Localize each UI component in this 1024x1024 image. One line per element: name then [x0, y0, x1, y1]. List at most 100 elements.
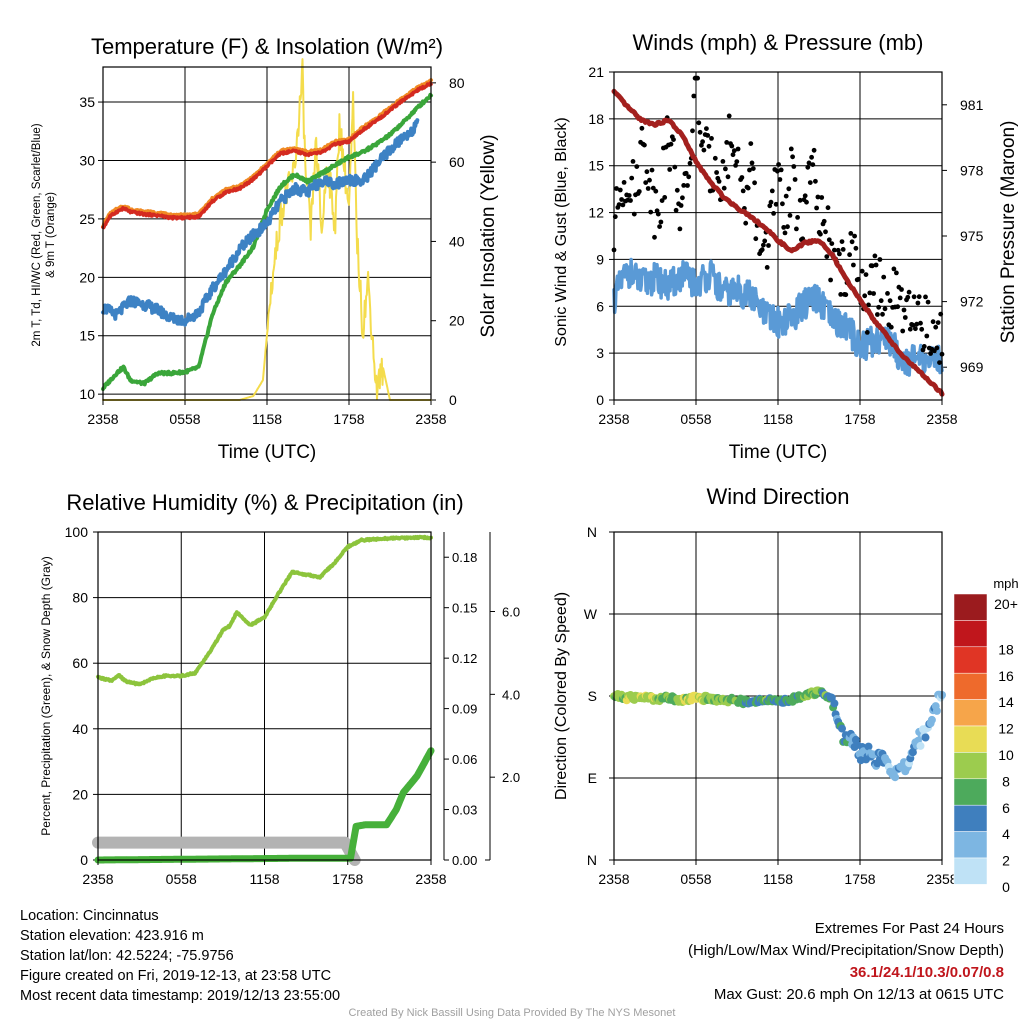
gust-dot — [617, 187, 623, 193]
gust-dot — [667, 167, 673, 172]
gust-dot — [662, 195, 668, 200]
precip-ytick-label: 0.15 — [452, 601, 477, 616]
gust-dot — [875, 312, 880, 317]
dir-ytick-label: N — [587, 524, 597, 540]
gust-dot — [891, 266, 897, 272]
precip-ytick-label: 0.00 — [452, 853, 477, 868]
dir-xtick-label: 1158 — [763, 871, 793, 887]
gust-dot — [643, 180, 649, 186]
colorbar-label: 6 — [1002, 800, 1010, 816]
gust-dot — [671, 137, 676, 143]
gust-dot — [731, 148, 737, 154]
humidity-ylabel: Percent, Precipitation (Green), & Snow D… — [39, 556, 53, 835]
gust-dot — [847, 252, 852, 258]
colorbar-label: 16 — [998, 668, 1014, 684]
gust-dot — [629, 175, 635, 181]
gust-dot — [828, 277, 833, 283]
gust-dot — [897, 295, 903, 301]
colorbar-label: 18 — [998, 641, 1014, 657]
gust-dot — [862, 293, 868, 299]
rh-xtick-label: 1758 — [332, 871, 363, 887]
gust-dot — [674, 187, 680, 193]
direction-title: Wind Direction — [706, 484, 849, 509]
direction-dot — [927, 715, 936, 724]
gust-dot — [745, 185, 751, 191]
colorbar-label: 12 — [998, 721, 1014, 737]
extremes-values: 36.1/24.1/10.3/0.07/0.8 — [849, 964, 1004, 981]
colorbar-swatch — [953, 778, 988, 806]
gust-dot — [776, 162, 781, 167]
gust-dot — [680, 195, 685, 201]
winds-xtick-label: 1758 — [844, 411, 875, 427]
precip-ytick-label: 0.03 — [452, 803, 477, 818]
gust-dot — [787, 213, 793, 218]
gust-dot — [724, 140, 730, 145]
precip-ytick-label: 0.06 — [452, 752, 477, 767]
winds-ytick-right-label: 972 — [960, 294, 984, 310]
colorbar-swatch — [953, 857, 988, 885]
gust-dot — [859, 268, 865, 274]
gust-dot — [901, 307, 907, 313]
gust-dot — [788, 146, 794, 152]
gust-dot — [687, 160, 693, 166]
gust-dot — [733, 163, 738, 168]
gust-dot — [826, 237, 832, 243]
gust-dot — [616, 202, 622, 208]
colorbar-label: 2 — [1002, 853, 1010, 869]
gust-dot — [823, 229, 828, 235]
rh-ytick-label: 100 — [65, 524, 89, 540]
gust-dot — [786, 186, 792, 192]
direction-dot — [838, 724, 846, 733]
gust-dot — [873, 262, 879, 268]
temp-xtick-label: 2358 — [87, 411, 118, 427]
station-info: Location: Cincinnatus Station elevation:… — [20, 906, 340, 1006]
gust-dot — [735, 146, 741, 152]
winds-ylabel-right: Station Pressure (Maroon) — [998, 121, 1019, 344]
gust-dot — [851, 262, 856, 268]
gust-dot — [809, 154, 814, 160]
gust-dot — [645, 186, 651, 191]
gust-dot — [849, 239, 855, 245]
gust-dot — [895, 304, 901, 310]
gust-dot — [806, 160, 812, 166]
gust-dot — [780, 201, 785, 207]
winds-xtick-label: 2358 — [598, 411, 629, 427]
gust-dot — [709, 136, 714, 141]
rh-xtick-label: 0558 — [166, 871, 197, 887]
gust-dot — [705, 133, 711, 138]
rh-ytick-label: 0 — [80, 852, 88, 868]
precip-ytick-label: 0.09 — [452, 702, 477, 717]
gust-dot — [782, 230, 788, 236]
colorbar-label: 4 — [1002, 826, 1010, 842]
temp-xtick-label: 1758 — [333, 411, 364, 427]
gust-dot — [690, 128, 695, 134]
temperature-ylabel-line1: 2m T, Td, HI/WC (Red, Green, Scarlet/Blu… — [31, 123, 43, 346]
gust-dot — [636, 189, 642, 194]
rh-grid — [180, 532, 349, 860]
direction-dot — [891, 773, 900, 782]
gust-dot — [899, 287, 904, 292]
snow-ytick-label: 4.0 — [502, 687, 520, 702]
gust-dot — [888, 324, 894, 330]
gust-dot — [818, 231, 823, 237]
gust-dot — [824, 254, 830, 259]
gust-dot — [668, 141, 674, 147]
extremes-box: Extremes For Past 24 Hours (High/Low/Max… — [484, 918, 1004, 1006]
gust-dot — [930, 319, 936, 325]
temp-grid — [184, 67, 350, 400]
max-gust: Max Gust: 20.6 mph On 12/13 at 0615 UTC — [713, 986, 1004, 1003]
temperature-title: Temperature (F) & Insolation (W/m²) — [91, 34, 443, 59]
gust-dot — [720, 159, 726, 164]
gust-dot — [814, 205, 819, 211]
gust-dot — [752, 180, 757, 186]
rh-ytick-label: 80 — [72, 590, 88, 606]
snow-ytick-label: 2.0 — [502, 770, 520, 785]
colorbar-label: 14 — [998, 694, 1014, 710]
colorbar-swatch — [953, 831, 988, 859]
colorbar-swatch — [953, 646, 988, 674]
gust-dot — [910, 322, 916, 328]
gust-dot — [725, 174, 731, 180]
gust-dot — [700, 139, 705, 145]
gust-dot — [813, 178, 818, 184]
gust-dot — [880, 311, 885, 317]
